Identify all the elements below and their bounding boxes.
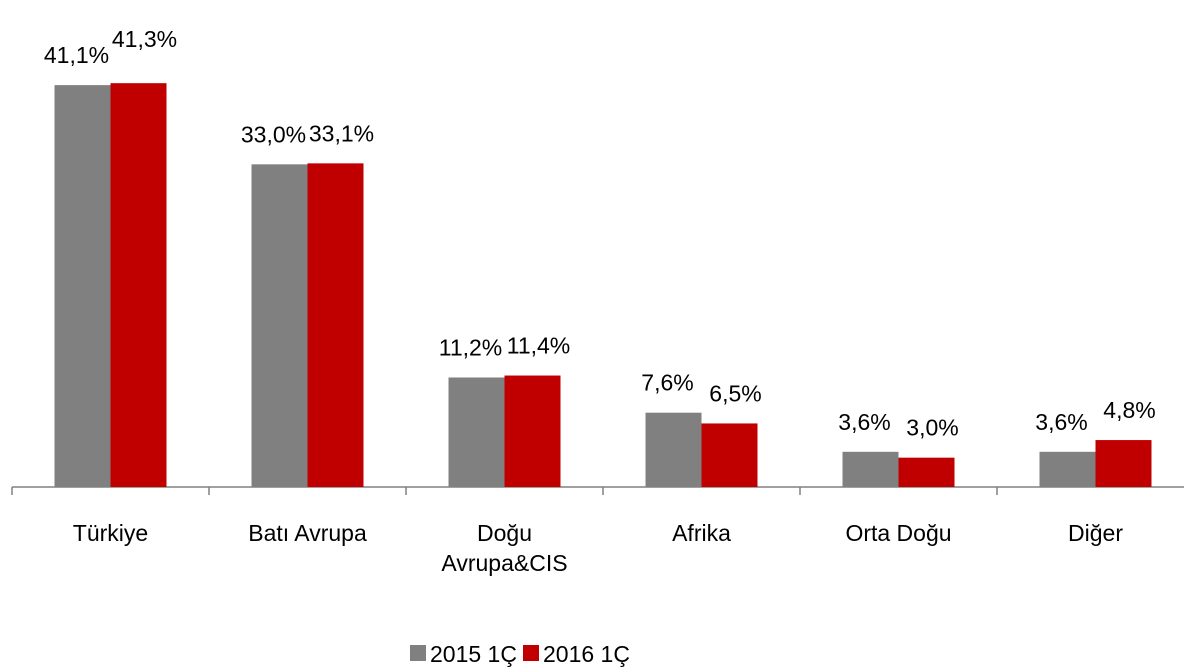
legend-label: 2015 1Ç: [430, 641, 517, 667]
bar: [110, 83, 167, 487]
data-label: 4,8%: [1103, 397, 1155, 423]
x-tick-label: Doğu Avrupa&CIS: [441, 520, 568, 576]
legend-swatch: [523, 645, 539, 661]
data-label: 3,0%: [906, 415, 958, 441]
data-label: 33,1%: [309, 120, 374, 146]
data-label: 3,6%: [838, 409, 890, 435]
legend-label: 2016 1Ç: [543, 641, 630, 667]
bar: [448, 377, 505, 487]
data-label: 41,3%: [112, 26, 177, 52]
data-label: 11,4%: [507, 333, 571, 359]
data-label: 41,1%: [44, 42, 109, 68]
bar: [504, 375, 561, 487]
x-tick-label: Afrika: [672, 520, 731, 546]
x-tick-label: Batı Avrupa: [248, 520, 367, 546]
bar: [307, 163, 364, 487]
data-label: 6,5%: [709, 380, 761, 406]
bar: [898, 457, 955, 487]
bar: [842, 451, 899, 487]
data-label: 11,2%: [439, 334, 503, 360]
bar: [701, 423, 758, 487]
bar: [645, 412, 702, 487]
bar: [54, 85, 111, 487]
bar: [251, 164, 308, 488]
data-label: 33,0%: [241, 121, 306, 147]
data-label: 7,6%: [641, 370, 693, 396]
bar: [1039, 451, 1096, 487]
legend-swatch: [410, 645, 426, 661]
x-tick-label: Diğer: [1068, 520, 1123, 546]
x-tick-label: Orta Doğu: [845, 520, 952, 546]
x-tick-label: Türkiye: [72, 520, 149, 546]
data-label: 3,6%: [1035, 409, 1087, 435]
bar: [1095, 440, 1152, 487]
